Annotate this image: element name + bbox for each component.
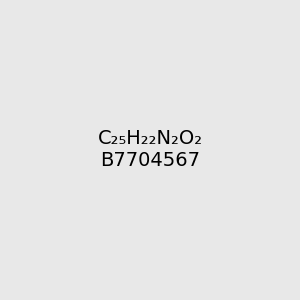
- Text: C₂₅H₂₂N₂O₂
B7704567: C₂₅H₂₂N₂O₂ B7704567: [98, 130, 202, 170]
